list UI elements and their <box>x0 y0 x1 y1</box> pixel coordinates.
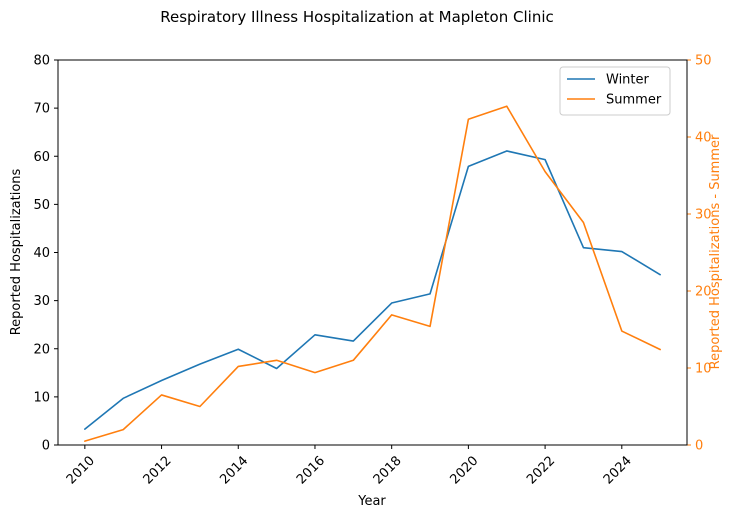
y-left-tick-label: 60 <box>33 150 50 165</box>
y-axis-left-label: Reported Hospitalizations <box>9 168 24 335</box>
plot-frame <box>57 59 688 446</box>
y-axis-left: 0 10 20 30 40 50 60 70 80 <box>33 54 58 454</box>
y-right-tick-label: 40 <box>695 131 712 146</box>
series-lines <box>84 105 661 442</box>
chart-title: Respiratory Illness Hospitalization at M… <box>160 8 554 26</box>
y-right-tick-label: 20 <box>695 285 712 300</box>
y-left-tick-label: 20 <box>33 342 50 357</box>
y-right-tick-label: 50 <box>695 54 712 69</box>
y-right-tick-label: 0 <box>695 439 703 454</box>
legend: Winter Summer <box>559 66 671 116</box>
y-left-tick-label: 30 <box>33 294 50 309</box>
y-right-tick-label: 30 <box>695 208 712 223</box>
y-left-tick-label: 10 <box>33 390 50 405</box>
legend-label-summer: Summer <box>606 93 662 108</box>
y-left-tick-label: 70 <box>33 102 50 117</box>
y-axis-right-label: Reported Hospitalizations - Summer <box>708 134 723 369</box>
x-axis-label: Year <box>357 494 386 509</box>
y-left-tick-label: 40 <box>33 246 50 261</box>
y-left-tick-label: 0 <box>42 439 50 454</box>
series-line-summer <box>84 105 661 442</box>
y-left-tick-label: 50 <box>33 198 50 213</box>
series-line-winter <box>84 150 661 430</box>
legend-label-winter: Winter <box>606 73 650 88</box>
y-axis-right: 0 10 20 30 40 50 <box>687 54 712 454</box>
y-left-tick-label: 80 <box>33 54 50 69</box>
y-right-tick-label: 10 <box>695 362 712 377</box>
